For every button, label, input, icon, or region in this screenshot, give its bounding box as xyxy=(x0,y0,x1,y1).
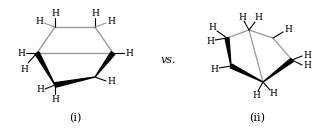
Polygon shape xyxy=(54,77,95,87)
Text: H: H xyxy=(303,51,311,59)
Text: (i): (i) xyxy=(69,113,81,123)
Text: H: H xyxy=(36,86,44,95)
Text: H: H xyxy=(51,10,59,18)
Text: H: H xyxy=(51,95,59,104)
Text: H: H xyxy=(303,62,311,71)
Text: H: H xyxy=(269,90,277,99)
Polygon shape xyxy=(225,38,231,66)
Text: H: H xyxy=(20,64,28,74)
Text: H: H xyxy=(17,48,25,58)
Text: H: H xyxy=(284,26,292,34)
Text: H: H xyxy=(252,91,260,99)
Text: H: H xyxy=(254,14,262,22)
Polygon shape xyxy=(263,58,293,82)
Text: H: H xyxy=(125,48,133,58)
Text: H: H xyxy=(238,13,246,22)
Polygon shape xyxy=(95,52,115,77)
Text: H: H xyxy=(208,23,216,33)
Text: H: H xyxy=(35,18,43,26)
Text: H: H xyxy=(206,36,214,46)
Polygon shape xyxy=(230,64,263,82)
Polygon shape xyxy=(35,52,55,85)
Text: H: H xyxy=(91,10,99,18)
Text: H: H xyxy=(107,18,115,26)
Text: H: H xyxy=(210,64,218,74)
Text: (ii): (ii) xyxy=(249,113,265,123)
Text: vs.: vs. xyxy=(160,55,176,65)
Text: H: H xyxy=(107,78,115,87)
